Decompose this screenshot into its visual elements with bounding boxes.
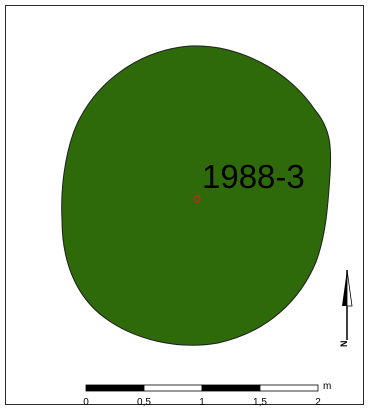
scale-tick-3: 1,5	[253, 397, 267, 408]
sample-point[interactable]	[193, 195, 201, 203]
scale-segment-2	[143, 384, 203, 392]
scale-segment-3	[201, 384, 261, 392]
north-letter: N	[339, 341, 349, 348]
scale-segment-4	[259, 384, 319, 392]
scale-bar: m 0 0,5 1 1,5 2	[83, 381, 331, 408]
scale-tick-2: 1	[199, 397, 205, 408]
scale-tick-0: 0	[83, 397, 89, 408]
scale-tick-1: 0,5	[137, 397, 151, 408]
scale-unit: m	[323, 381, 331, 392]
scale-segment-1	[85, 384, 145, 392]
feature-label: 1988-3	[202, 158, 305, 195]
north-arrow-icon: N	[339, 269, 353, 348]
scale-tick-4: 2	[315, 397, 321, 408]
